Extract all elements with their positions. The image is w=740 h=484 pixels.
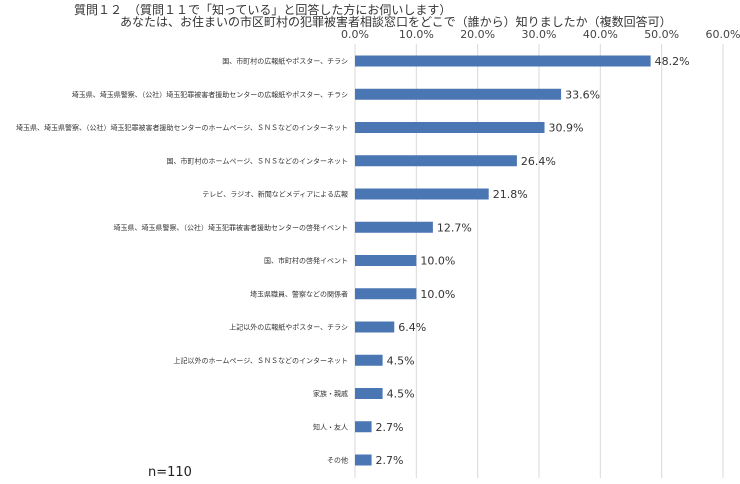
x-tick-label: 50.0% — [644, 28, 679, 41]
chart-title-line2: あなたは、お住まいの市区町村の犯罪被害者相談窓口をどこで（誰から）知りましたか（… — [120, 15, 672, 29]
category-label: 埼玉県、埼玉県警察、（公社）埼玉犯罪被害者援助センターのホームページ、ＳＮＳなど… — [16, 123, 348, 132]
bar — [355, 288, 417, 300]
bar — [355, 55, 651, 67]
data-label: 4.5% — [387, 354, 415, 367]
data-label: 6.4% — [398, 321, 426, 334]
data-label: 30.9% — [549, 122, 584, 135]
data-label: 21.8% — [493, 188, 528, 201]
x-tick-label: 40.0% — [583, 28, 618, 41]
data-label: 2.7% — [376, 454, 404, 467]
data-labels: 48.2% 33.6% 30.9% 26.4% 21.8% 12.7% 10.0% 10.0%… — [376, 55, 690, 467]
x-tick-label: 30.0% — [522, 28, 557, 41]
bars — [355, 55, 651, 466]
data-label: 2.7% — [376, 421, 404, 434]
category-label: 上記以外の広報紙やポスター、チラシ — [229, 323, 348, 332]
bar — [355, 388, 383, 399]
bar — [355, 122, 545, 133]
bar — [355, 155, 517, 167]
category-label: テレビ、ラジオ、新聞などメディアによる広報 — [202, 190, 348, 199]
bar — [355, 188, 489, 200]
category-label: 家族・親戚 — [313, 389, 348, 398]
category-label: 埼玉県、埼玉県警察、（公社）埼玉犯罪被害者援助センターの広報紙やポスター、チラシ — [72, 90, 348, 99]
chart-title-line1: 質問１２ （質問１１で「知っている」と回答した方にお伺いします） — [74, 3, 452, 17]
bar — [355, 255, 417, 266]
bar — [355, 221, 433, 233]
x-tick-label: 0.0% — [341, 28, 369, 41]
category-labels: 国、市町村の広報紙やポスター、チラシ埼玉県、埼玉県警察、（公社）埼玉犯罪被害者援… — [16, 57, 348, 465]
bar — [355, 88, 562, 100]
data-label: 26.4% — [521, 155, 556, 168]
data-label: 10.0% — [420, 288, 455, 301]
bar — [355, 454, 372, 466]
category-label: その他 — [327, 456, 348, 465]
category-label: 国、市町村のホームページ、ＳＮＳなどのインターネット — [167, 156, 348, 165]
bar — [355, 354, 383, 366]
bar — [355, 421, 372, 433]
data-label: 10.0% — [420, 255, 455, 268]
x-tick-label: 20.0% — [460, 28, 495, 41]
category-label: 上記以外のホームページ、ＳＮＳなどのインターネット — [174, 356, 348, 365]
gridlines — [354, 44, 724, 478]
category-label: 埼玉県職員、警察などの関係者 — [250, 289, 348, 298]
data-label: 12.7% — [437, 221, 472, 234]
bar — [355, 321, 395, 333]
sample-size-label: n=110 — [148, 465, 192, 480]
category-label: 埼玉県、埼玉県警察、（公社）埼玉犯罪被害者援助センターの啓発イベント — [114, 223, 349, 232]
x-axis-ticks: 0.0% 10.0% 20.0% 30.0% 40.0% 50.0% 60.0% — [341, 28, 740, 41]
category-label: 知人・友人 — [313, 422, 348, 431]
data-label: 33.6% — [565, 88, 600, 101]
data-label: 4.5% — [387, 388, 415, 401]
x-tick-label: 60.0% — [706, 28, 740, 41]
x-tick-label: 10.0% — [399, 28, 434, 41]
category-label: 国、市町村の啓発イベント — [264, 256, 348, 265]
data-label: 48.2% — [655, 55, 690, 68]
category-label: 国、市町村の広報紙やポスター、チラシ — [222, 57, 348, 66]
